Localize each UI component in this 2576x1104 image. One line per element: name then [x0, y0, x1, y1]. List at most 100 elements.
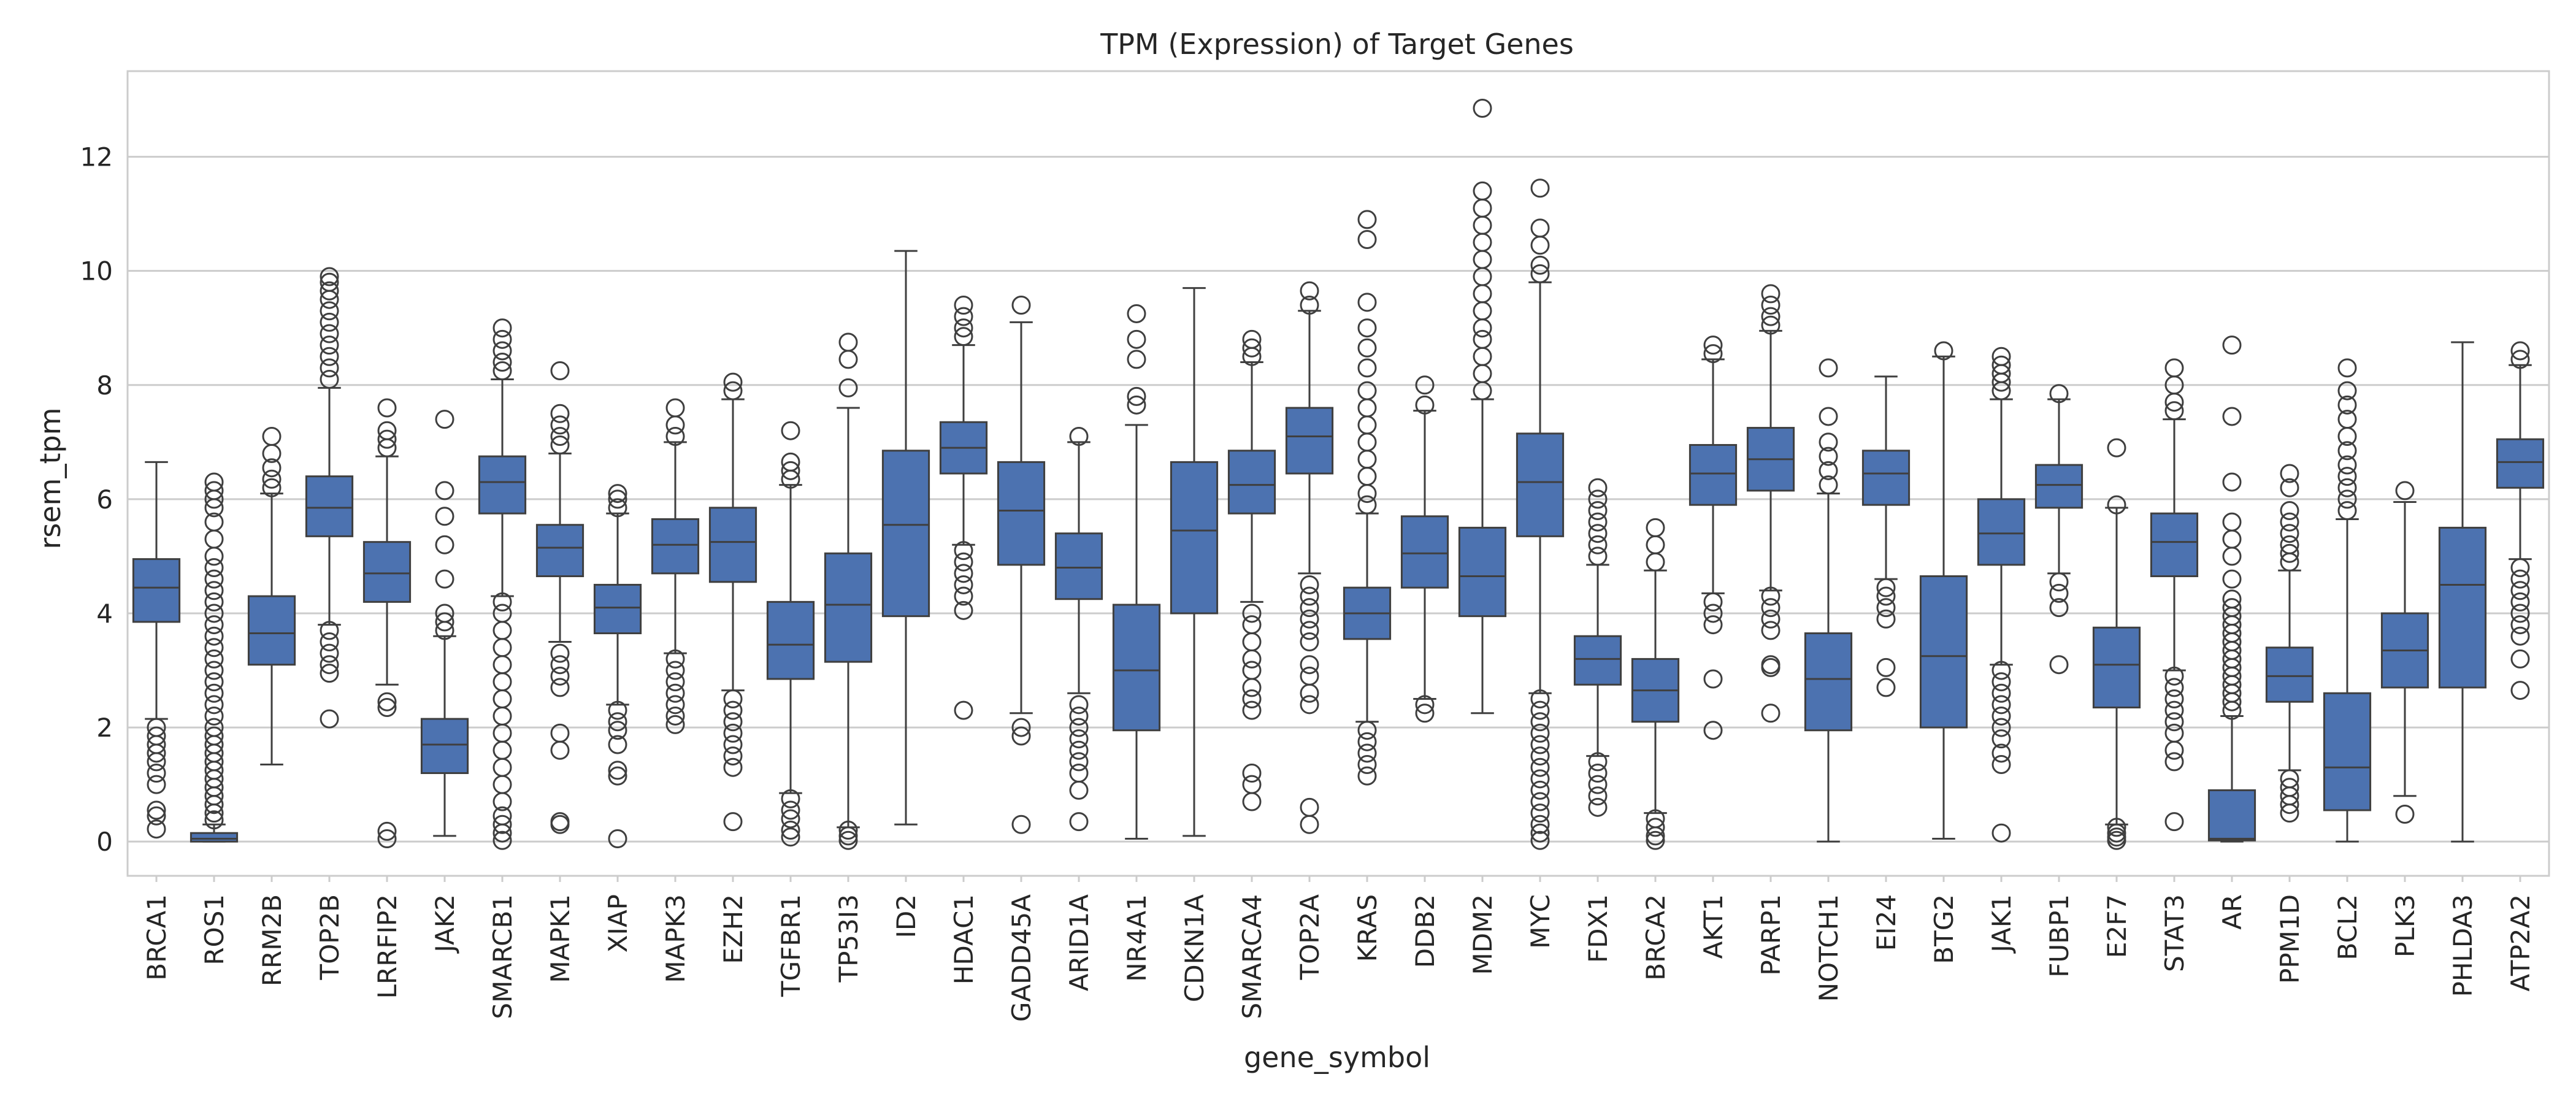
outlier-point: [435, 535, 454, 554]
outlier-point: [1242, 689, 1262, 709]
outlier-point: [2337, 489, 2357, 509]
outlier-point: [1530, 700, 1550, 720]
outlier-point: [493, 740, 512, 760]
y-tick-label: 8: [96, 370, 113, 401]
outlier-point: [1473, 347, 1492, 366]
x-tick-label: TOP2A: [1295, 894, 1325, 981]
box-hdac1: [939, 296, 988, 720]
outlier-point: [377, 698, 397, 718]
outlier-point: [147, 806, 166, 826]
iqr-box: [2265, 646, 2314, 703]
outlier-point: [1300, 666, 1319, 686]
x-tick-label: EZH2: [718, 894, 748, 964]
outlier-point: [1300, 655, 1319, 675]
outlier-point: [2222, 569, 2242, 589]
outlier-point: [2222, 589, 2242, 609]
outlier-point: [2164, 689, 2184, 709]
outlier-point: [1876, 657, 1896, 677]
outlier-point: [954, 541, 973, 561]
box-e2f7: [2092, 438, 2141, 850]
outlier-point: [1300, 683, 1319, 703]
outlier-point: [1588, 797, 1608, 817]
box-ros1: [190, 472, 239, 843]
outlier-point: [2164, 358, 2184, 378]
x-tick-label: CDKN1A: [1179, 894, 1209, 1002]
outlier-point: [147, 775, 166, 794]
outlier-point: [147, 752, 166, 772]
outlier-point: [1761, 598, 1781, 618]
outlier-point: [1991, 729, 2011, 749]
outlier-point: [1357, 358, 1377, 378]
outlier-point: [1646, 830, 1665, 850]
outlier-point: [550, 740, 570, 760]
box-ddb2: [1400, 375, 1449, 723]
box-smarcb1: [478, 318, 527, 850]
iqr-box: [1054, 532, 1103, 600]
outlier-point: [723, 381, 743, 401]
outlier-point: [1761, 621, 1781, 640]
outlier-point: [1530, 735, 1550, 754]
box-ezh2: [708, 372, 757, 832]
outlier-point: [550, 435, 570, 454]
outlier-point: [1991, 743, 2011, 763]
outlier-point: [204, 683, 224, 703]
outlier-point: [1588, 512, 1608, 532]
outlier-point: [2049, 655, 2069, 675]
outlier-point: [1242, 604, 1262, 623]
x-tick-label: ARID1A: [1064, 894, 1094, 991]
iqr-box: [2438, 526, 2487, 689]
outlier-point: [1127, 386, 1146, 406]
outlier-point: [1761, 307, 1781, 326]
box-ppm1d: [2265, 464, 2314, 823]
box-jak2: [420, 410, 469, 837]
box-akt1: [1689, 335, 1738, 740]
box-ar: [2207, 335, 2256, 843]
outlier-point: [1991, 718, 2011, 737]
outlier-point: [665, 427, 685, 447]
outlier-point: [2337, 395, 2357, 415]
outlier-point: [1242, 764, 1262, 783]
outlier-point: [2337, 500, 2357, 520]
outlier-point: [1530, 746, 1550, 766]
iqr-box: [2323, 692, 2372, 811]
outlier-point: [1530, 255, 1550, 275]
outlier-point: [2337, 467, 2357, 486]
x-tick-label: GADD45A: [1006, 894, 1037, 1022]
iqr-box: [1458, 526, 1507, 618]
outlier-point: [1761, 657, 1781, 677]
outlier-point: [1242, 649, 1262, 669]
box-tp53i3: [824, 332, 873, 850]
grid-lines: [128, 156, 2549, 843]
outlier-point: [320, 347, 339, 366]
outlier-point: [493, 361, 512, 381]
iqr-box: [708, 507, 757, 583]
iqr-box: [1227, 450, 1276, 515]
chart-title: TPM (Expression) of Target Genes: [1100, 28, 1574, 61]
outlier-point: [2222, 335, 2242, 355]
outlier-point: [2510, 569, 2530, 589]
box-brca2: [1631, 518, 1680, 850]
outlier-point: [1646, 535, 1665, 554]
outlier-point: [1069, 752, 1089, 772]
outlier-point: [838, 826, 858, 846]
outlier-point: [1819, 461, 1838, 480]
outlier-point: [1530, 769, 1550, 789]
x-tick-label: PPM1D: [2275, 894, 2305, 984]
outlier-point: [1991, 347, 2011, 366]
outlier-point: [493, 792, 512, 811]
outlier-point: [608, 489, 627, 509]
outlier-point: [320, 664, 339, 683]
x-tick-label: LRRFIP2: [372, 894, 402, 999]
iqr-box: [535, 524, 585, 577]
outlier-point: [493, 830, 512, 850]
box-mapk3: [651, 398, 700, 734]
iqr-box: [997, 461, 1046, 566]
x-tick-label: SMARCA4: [1237, 894, 1267, 1019]
outlier-point: [1415, 395, 1435, 415]
outlier-point: [1588, 535, 1608, 554]
outlier-point: [2222, 529, 2242, 549]
outlier-point: [377, 429, 397, 449]
outlier-point: [377, 421, 397, 440]
outlier-point: [2510, 615, 2530, 635]
outlier-point: [204, 626, 224, 646]
